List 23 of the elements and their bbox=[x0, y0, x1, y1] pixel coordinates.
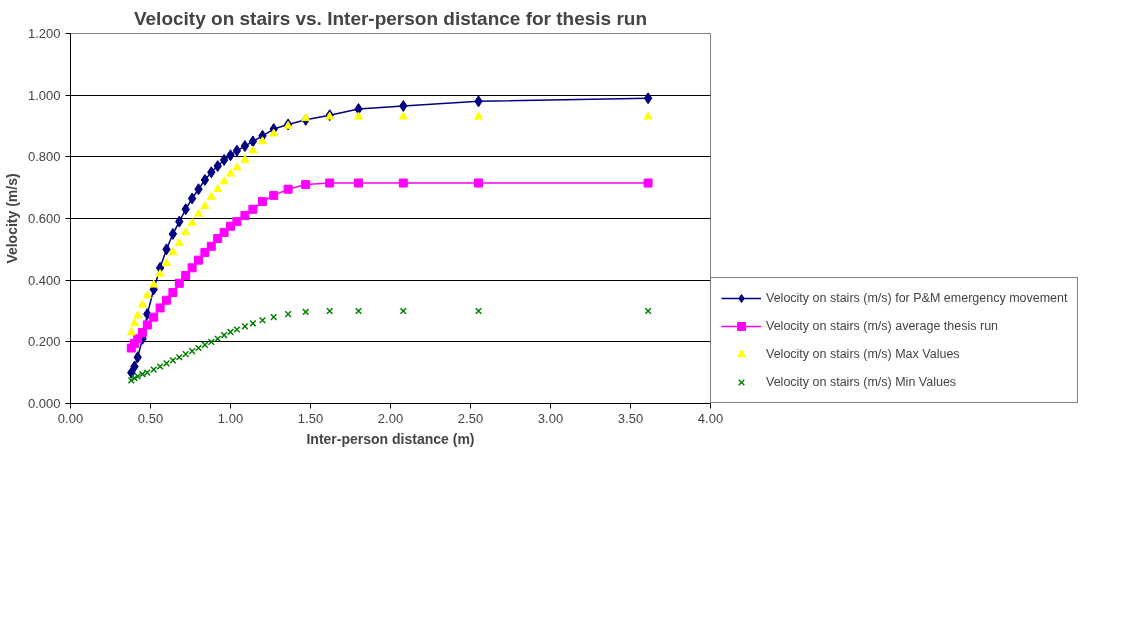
y-tick-label: 0.800 bbox=[27, 149, 61, 165]
y-tick-label: 0.400 bbox=[27, 272, 61, 288]
y-axis-title: Velocity (m/s) bbox=[3, 173, 20, 264]
legend-label: Velocity on stairs (m/s) Min Values bbox=[766, 375, 957, 389]
y-tick-label: 0.600 bbox=[27, 211, 61, 226]
x-tick-label: 1.50 bbox=[297, 410, 324, 426]
y-tick-label: 0.200 bbox=[27, 334, 61, 350]
legend-label: Velocity on stairs (m/s) for P&M emergency movement bbox=[766, 291, 1068, 305]
legend-label: Velocity on stairs (m/s) Max Values bbox=[766, 347, 960, 361]
legend-label: Velocity on stairs (m/s) average thesis run bbox=[766, 319, 999, 333]
x-tick-label: 0.00 bbox=[57, 410, 84, 426]
x-axis-title: Inter-person distance (m) bbox=[306, 430, 475, 447]
y-tick-label: 0.000 bbox=[27, 396, 61, 411]
x-tick-label: 0.50 bbox=[137, 410, 164, 426]
x-tick-label: 4.00 bbox=[697, 410, 724, 426]
y-tick-label: 1.200 bbox=[27, 26, 61, 41]
x-tick-label: 2.50 bbox=[457, 410, 484, 426]
x-tick-label: 2.00 bbox=[377, 410, 404, 426]
x-tick-label: 3.00 bbox=[537, 410, 564, 426]
chart-title: Velocity on stairs vs. Inter-person distance for thesis run bbox=[133, 7, 648, 29]
x-tick-label: 3.50 bbox=[617, 410, 644, 426]
y-tick-label: 1.000 bbox=[27, 87, 61, 103]
x-tick-label: 1.00 bbox=[217, 410, 244, 426]
